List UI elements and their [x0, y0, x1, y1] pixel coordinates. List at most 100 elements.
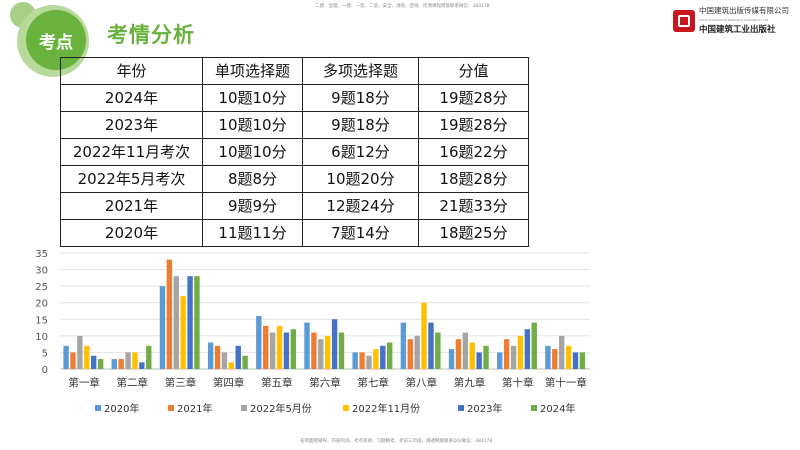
- table-cell: 18题25分: [418, 219, 529, 247]
- bar: [448, 349, 455, 369]
- bar: [221, 352, 228, 369]
- y-tick-label: 5: [42, 348, 48, 359]
- bar: [366, 355, 372, 369]
- table-cell: 11题11分: [202, 219, 303, 247]
- table-cell: 21题33分: [418, 192, 529, 220]
- bar: [524, 329, 531, 369]
- bar: [194, 276, 200, 369]
- table-cell: 2023年: [60, 111, 203, 139]
- bar: [304, 322, 310, 369]
- bar: [428, 322, 434, 369]
- bar: [483, 345, 489, 369]
- logo-line2: China Architecture Publishing & Media Co…: [699, 18, 769, 22]
- table-row: 2020年 11题11分 7题14分 18题25分: [60, 219, 529, 247]
- legend-label: 2024年: [540, 402, 575, 415]
- y-tick-label: 35: [35, 249, 48, 260]
- bar: [166, 259, 173, 369]
- bar: [90, 355, 97, 369]
- x-tick-label: 第十一章: [545, 376, 587, 389]
- bar: [159, 286, 166, 369]
- table-row: 2024年 10题10分 9题18分 19题28分: [60, 84, 529, 112]
- bar: [517, 335, 524, 369]
- bar: [311, 332, 317, 369]
- header-score: 分值: [418, 57, 529, 85]
- table-cell: 10题10分: [202, 138, 303, 166]
- bar: [572, 352, 579, 369]
- bar: [125, 352, 131, 369]
- bar: [132, 352, 138, 369]
- x-tick-label: 第十章: [502, 376, 534, 389]
- table-row: 2021年 9题9分 12题24分 21题33分: [60, 192, 529, 220]
- bar: [187, 276, 193, 369]
- bar: [283, 332, 290, 369]
- bar: [325, 335, 331, 369]
- bar: [497, 352, 503, 369]
- bar: [290, 329, 297, 369]
- bar: [414, 335, 420, 369]
- header-year: 年份: [60, 57, 203, 85]
- y-tick-label: 25: [35, 282, 48, 293]
- table-cell: 12题24分: [302, 192, 419, 220]
- table-cell: 2022年11月考次: [60, 138, 203, 166]
- bar: [545, 345, 551, 369]
- bar: [559, 335, 565, 369]
- bar: [435, 332, 441, 369]
- bar: [407, 339, 413, 369]
- logo-line1: 中国建筑出版传媒有限公司: [699, 6, 789, 15]
- page-title: 考情分析: [107, 23, 195, 47]
- x-tick-label: 第四章: [213, 376, 245, 389]
- table-cell: 10题10分: [202, 84, 303, 112]
- bar: [146, 345, 152, 369]
- bar: [207, 342, 214, 369]
- top-note: 二建、监理、一建、一造、二造、安全、消防、咨询、检测课程网盘联系微信：38417…: [315, 4, 490, 9]
- bar: [97, 359, 104, 369]
- exam-stats-table: 年份 单项选择题 多项选择题 分值 2024年 10题10分 9题18分 19题28分…: [60, 57, 529, 247]
- x-tick-label: 第二章: [117, 376, 149, 389]
- bar: [462, 332, 469, 369]
- table-cell: 7题14分: [302, 219, 419, 247]
- bar: [242, 355, 248, 369]
- x-tick-label: 第八章: [406, 376, 438, 389]
- table-cell: 2020年: [60, 219, 203, 247]
- bar: [338, 332, 345, 369]
- legend-label: 2020年: [104, 402, 139, 415]
- bar: [352, 352, 358, 369]
- bar: [276, 325, 283, 369]
- bar: [173, 276, 179, 369]
- legend-swatch: [95, 405, 101, 411]
- x-tick-label: 第五章: [261, 376, 293, 389]
- legend-label: 2022年5月份: [250, 402, 312, 415]
- table-cell: 2024年: [60, 84, 203, 112]
- bar: [565, 345, 572, 369]
- bar: [531, 322, 537, 369]
- bar: [386, 342, 393, 369]
- y-tick-label: 30: [35, 266, 48, 277]
- bar: [380, 345, 386, 369]
- legend-swatch: [458, 405, 464, 411]
- y-tick-label: 20: [35, 299, 48, 310]
- table-row: 2023年 10题10分 9题18分 19题28分: [60, 111, 529, 139]
- y-tick-label: 10: [35, 332, 48, 343]
- table-cell: 9题18分: [302, 84, 419, 112]
- bar: [579, 352, 586, 369]
- x-tick-label: 第一章: [68, 376, 100, 389]
- table-cell: 19题28分: [418, 111, 529, 139]
- legend-label: 2022年11月份: [352, 402, 420, 415]
- bar: [400, 322, 407, 369]
- bar: [70, 352, 76, 369]
- table-cell: 19题28分: [418, 84, 529, 112]
- bar: [510, 345, 517, 369]
- logo-line3: 中国建筑工业出版社: [699, 25, 776, 35]
- bar: [318, 339, 324, 369]
- publisher-logo: 中国建筑出版传媒有限公司 China Architecture Publishi…: [673, 6, 797, 42]
- x-tick-label: 第六章: [309, 376, 341, 389]
- x-tick-label: 第九章: [454, 376, 486, 389]
- y-tick-label: 0: [42, 365, 48, 376]
- table-header-row: 年份 单项选择题 多项选择题 分值: [60, 57, 529, 85]
- bar: [77, 335, 83, 369]
- bar: [359, 352, 365, 369]
- publisher-logo-icon: [673, 10, 695, 32]
- bar: [235, 345, 241, 369]
- legend-swatch: [241, 405, 247, 411]
- bar: [373, 349, 379, 369]
